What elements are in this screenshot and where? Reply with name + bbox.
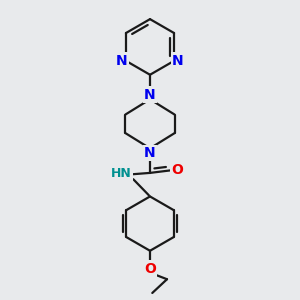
Text: HN: HN	[111, 167, 132, 180]
Text: O: O	[144, 262, 156, 276]
Text: N: N	[116, 54, 128, 68]
Text: N: N	[172, 54, 184, 68]
Text: N: N	[144, 146, 156, 160]
Text: O: O	[171, 163, 183, 177]
Text: N: N	[144, 88, 156, 102]
